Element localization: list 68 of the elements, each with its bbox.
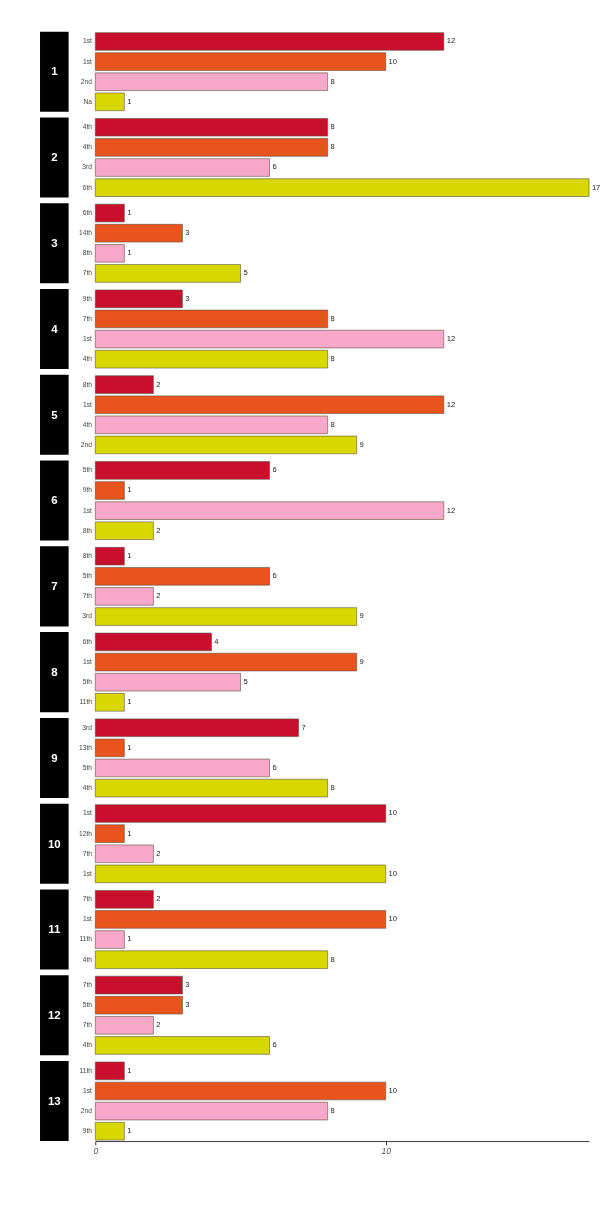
data-label: 8: [330, 313, 335, 323]
data-label: 3: [185, 228, 190, 238]
data-label: 12: [446, 36, 456, 46]
data-label: 6: [272, 162, 277, 172]
data-label: 1: [127, 1126, 132, 1136]
data-label: 1: [127, 934, 132, 944]
data-label: 10: [388, 808, 398, 818]
data-label: 17: [591, 182, 601, 192]
text: 9: [51, 751, 58, 764]
data-label: 12: [446, 505, 456, 515]
data-label: 12: [446, 399, 456, 409]
data-label: 5: [243, 268, 248, 278]
text: 13: [47, 1094, 61, 1107]
data-label: 8: [330, 354, 335, 364]
data-label: 4: [214, 636, 220, 646]
data-label: 3: [185, 293, 190, 303]
data-label: 6: [272, 762, 277, 772]
text: 11: [48, 923, 62, 936]
data-label: 2: [156, 894, 161, 904]
data-label: 9: [359, 611, 364, 621]
data-label: 8: [330, 76, 335, 86]
data-label: 10: [388, 914, 398, 924]
x-tick-label: 0: [93, 1145, 99, 1156]
data-label: 7: [301, 722, 306, 732]
data-label: 6: [272, 571, 277, 581]
data-label: 3: [185, 1000, 190, 1010]
bar: [95, 632, 212, 652]
text: 10: [47, 837, 61, 850]
data-label: 1: [127, 248, 132, 258]
data-label: 1: [127, 828, 132, 838]
bar: [95, 778, 328, 798]
data-label: 9: [359, 439, 364, 449]
data-label: 9: [359, 656, 364, 666]
data-label: 1: [127, 697, 132, 707]
data-label: 8: [330, 122, 335, 132]
data-label: 8: [330, 1106, 335, 1115]
data-label: 2: [156, 525, 161, 535]
data-label: 2: [156, 379, 161, 389]
data-label: 1: [127, 1065, 132, 1075]
text: 1: [51, 65, 59, 78]
data-label: 12: [446, 333, 456, 343]
data-label: 2: [156, 591, 161, 601]
data-label: 1: [127, 485, 132, 495]
data-label: 3: [185, 979, 190, 989]
text: 7: [51, 580, 58, 593]
data-label: 8: [330, 782, 335, 792]
data-label: 5: [243, 677, 248, 687]
text: 2: [51, 151, 58, 164]
data-label: 8: [330, 954, 335, 964]
data-label: 10: [388, 56, 398, 66]
data-label: 1: [127, 742, 132, 752]
text: 6: [51, 494, 58, 507]
text: 12: [47, 1009, 61, 1022]
data-label: 2: [156, 1020, 161, 1030]
text: 5: [51, 408, 59, 421]
text: 8: [51, 665, 58, 678]
data-label: 6: [272, 465, 277, 475]
data-label: 6: [272, 1040, 277, 1050]
data-label: 1: [127, 551, 132, 561]
data-label: 2: [156, 848, 161, 858]
text: 4: [51, 322, 59, 335]
data-label: 8: [330, 419, 335, 429]
data-label: 1: [127, 207, 132, 217]
data-label: 10: [388, 1085, 398, 1095]
data-label: 1: [127, 96, 132, 106]
text: 3: [51, 237, 58, 250]
data-label: 10: [388, 868, 398, 878]
data-label: 8: [330, 142, 335, 152]
